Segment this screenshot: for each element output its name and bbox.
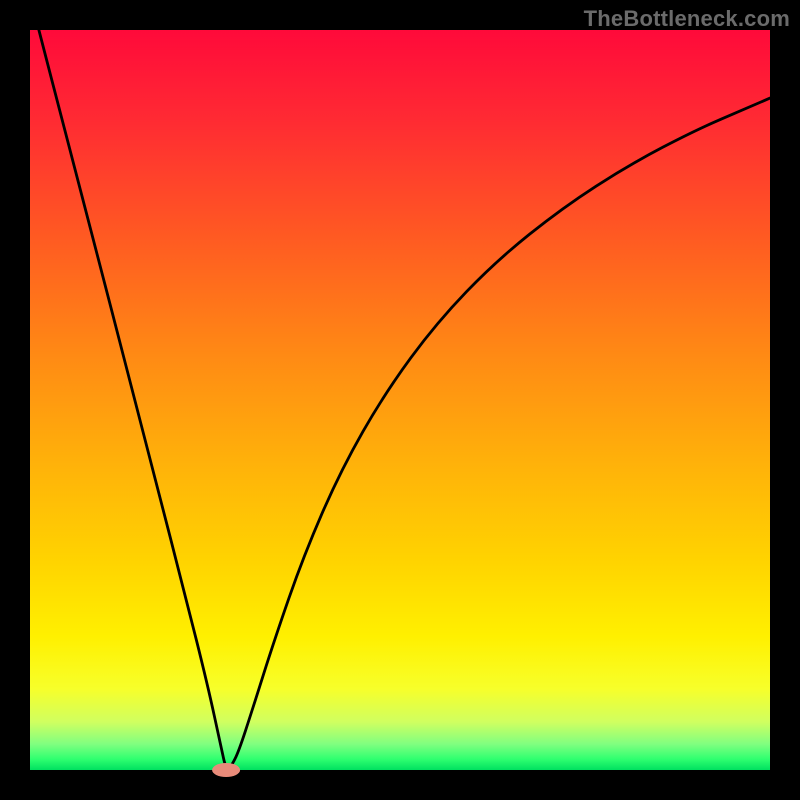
bottleneck-chart — [0, 0, 800, 800]
chart-container: { "watermark": { "text": "TheBottleneck.… — [0, 0, 800, 800]
plot-background — [30, 30, 770, 770]
optimal-marker — [212, 763, 240, 777]
